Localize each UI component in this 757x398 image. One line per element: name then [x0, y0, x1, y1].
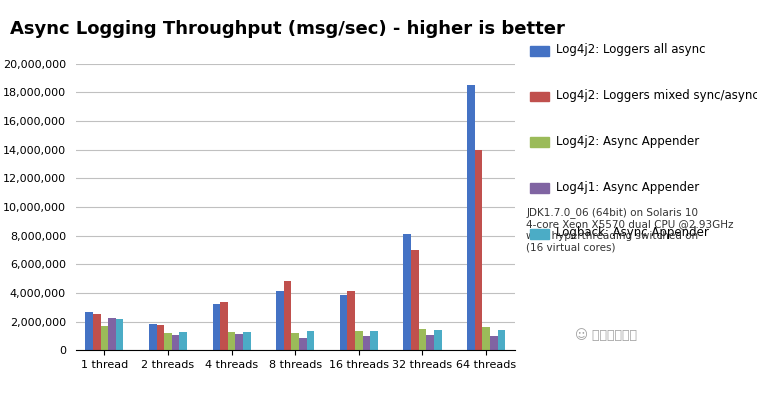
Bar [419, 329, 426, 350]
Text: Log4j2: Loggers mixed sync/async: Log4j2: Loggers mixed sync/async [556, 89, 757, 102]
Bar [340, 295, 347, 350]
Bar [157, 325, 164, 350]
Bar [101, 326, 108, 350]
Text: Async Logging Throughput (msg/sec) - higher is better: Async Logging Throughput (msg/sec) - hig… [11, 20, 565, 38]
Bar [228, 332, 235, 350]
Bar [307, 331, 314, 350]
Bar [497, 330, 505, 350]
Bar [291, 333, 299, 350]
Bar [108, 318, 116, 350]
Bar [403, 234, 411, 350]
Text: Log4j2: Loggers all async: Log4j2: Loggers all async [556, 43, 706, 56]
Bar [299, 338, 307, 350]
Bar [467, 85, 475, 350]
Bar [86, 312, 93, 350]
Bar [482, 327, 490, 350]
Bar [411, 250, 419, 350]
Bar [116, 320, 123, 350]
Bar [172, 335, 179, 350]
Text: Logback: Async Appender: Logback: Async Appender [556, 226, 709, 239]
Bar [355, 331, 363, 350]
Bar [164, 333, 172, 350]
Bar [93, 314, 101, 350]
Bar [235, 334, 243, 350]
Bar [179, 332, 187, 350]
Bar [370, 331, 378, 350]
Bar [220, 302, 228, 350]
Bar [284, 281, 291, 350]
Bar [475, 150, 482, 350]
Text: JDK1.7.0_06 (64bit) on Solaris 10
4-core Xeon X5570 dual CPU @2.93GHz
with hyper: JDK1.7.0_06 (64bit) on Solaris 10 4-core… [526, 207, 734, 253]
Bar [347, 291, 355, 350]
Bar [276, 291, 284, 350]
Bar [149, 324, 157, 350]
Text: Log4j2: Async Appender: Log4j2: Async Appender [556, 135, 699, 148]
Text: ☺ 架构那些事儿: ☺ 架构那些事儿 [575, 329, 637, 342]
Bar [243, 332, 251, 350]
Bar [426, 335, 434, 350]
Bar [213, 304, 220, 350]
Bar [434, 330, 441, 350]
Bar [490, 336, 497, 350]
Bar [363, 336, 370, 350]
Text: Log4j1: Async Appender: Log4j1: Async Appender [556, 181, 699, 193]
